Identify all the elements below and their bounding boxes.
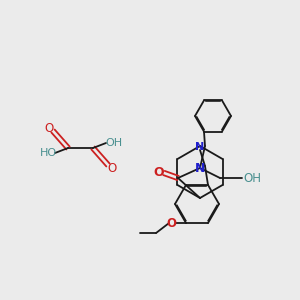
Text: HO: HO xyxy=(39,148,57,158)
Text: O: O xyxy=(166,217,176,230)
Text: O: O xyxy=(154,166,164,178)
Text: OH: OH xyxy=(243,172,261,184)
Text: O: O xyxy=(44,122,54,134)
Text: N: N xyxy=(195,142,205,152)
Text: O: O xyxy=(107,161,117,175)
Text: N: N xyxy=(195,161,205,175)
Text: OH: OH xyxy=(105,138,123,148)
